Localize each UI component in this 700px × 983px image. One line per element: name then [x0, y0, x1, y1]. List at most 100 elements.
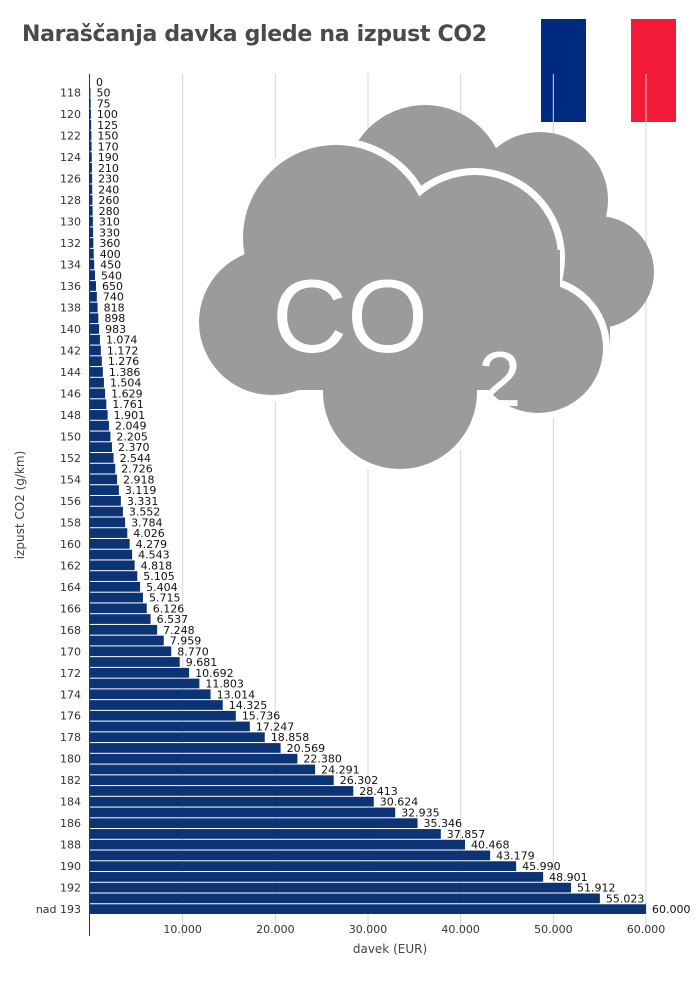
- bar: [90, 743, 281, 753]
- bar: [90, 485, 119, 495]
- bar-value-label: 818: [104, 301, 125, 314]
- bar: [90, 818, 418, 829]
- bar: [90, 667, 190, 678]
- bar: [90, 356, 102, 367]
- bar-value-label: 75: [97, 97, 111, 110]
- bar: [90, 442, 112, 453]
- bar: [90, 764, 316, 775]
- bar: [90, 678, 200, 689]
- bar-value-label: 2.049: [115, 420, 146, 433]
- bar-value-label: 1.172: [107, 344, 139, 357]
- bar: [90, 281, 97, 291]
- y-tick-label: 182: [60, 774, 81, 787]
- chart-title: Naraščanja davka glede na izpust CO2: [22, 22, 487, 47]
- y-tick-label: 122: [60, 130, 81, 143]
- bar: [90, 205, 93, 216]
- bar-value-label: 24.291: [321, 763, 360, 776]
- y-tick-label: 166: [60, 602, 81, 615]
- bar-value-label: 55.023: [606, 892, 645, 905]
- bar-value-label: 22.380: [303, 753, 342, 766]
- bar: [90, 775, 334, 786]
- y-tick-label: 148: [60, 409, 81, 422]
- x-tick-label: 60.000: [627, 923, 666, 936]
- y-tick-label: 126: [60, 173, 81, 186]
- bar-value-label: 983: [105, 323, 126, 336]
- bar-value-label: 210: [98, 162, 119, 175]
- y-tick-label: 118: [60, 87, 81, 100]
- bar: [90, 581, 141, 592]
- bar: [90, 496, 121, 506]
- bar: [90, 399, 107, 410]
- x-tick-label: 20.000: [256, 923, 295, 936]
- x-tick-label: 40.000: [441, 923, 480, 936]
- bar-value-label: 1.901: [114, 409, 145, 422]
- bar-value-label: 3.784: [131, 516, 163, 529]
- bar-value-label: 17.247: [256, 720, 295, 733]
- bar-value-label: 330: [99, 226, 120, 239]
- bar-value-label: 60.000: [652, 903, 691, 916]
- bar-value-label: 1.629: [111, 387, 143, 400]
- bar: [90, 109, 91, 119]
- bar: [90, 538, 130, 549]
- y-tick-label: 140: [60, 323, 81, 336]
- co2-subscript-text: 2: [478, 335, 521, 423]
- x-axis-title: davek (EUR): [353, 942, 427, 956]
- y-tick-label: 146: [60, 387, 81, 400]
- bar: [90, 829, 441, 839]
- bar-value-label: 5.105: [143, 570, 175, 583]
- bar-value-label: 0: [96, 76, 103, 89]
- france-flag-icon: [541, 19, 676, 122]
- bar-value-label: 5.715: [149, 592, 181, 605]
- y-tick-label: 144: [60, 366, 81, 379]
- bar-value-label: 37.857: [447, 828, 486, 841]
- bar: [90, 227, 94, 238]
- bar: [90, 657, 180, 667]
- y-tick-label: 176: [60, 710, 81, 723]
- bar-value-label: 1.074: [106, 334, 138, 347]
- bar: [90, 345, 101, 356]
- bar: [90, 410, 108, 420]
- bar: [90, 549, 133, 560]
- bar: [90, 872, 544, 882]
- bar: [90, 98, 91, 109]
- bar-value-label: 240: [98, 183, 119, 196]
- bar: [90, 882, 572, 893]
- bar: [90, 807, 396, 818]
- bar-value-label: 4.026: [133, 527, 165, 540]
- bar-value-label: 3.552: [129, 506, 161, 519]
- y-tick-label: 152: [60, 452, 81, 465]
- bar: [90, 893, 600, 904]
- bar: [90, 850, 491, 861]
- bar: [90, 302, 98, 313]
- y-tick-label: nad 193: [36, 903, 81, 916]
- bar-value-label: 9.681: [186, 656, 218, 669]
- y-tick-label: 192: [60, 882, 81, 895]
- bar-value-label: 10.692: [195, 667, 234, 680]
- bar-value-label: 26.302: [340, 774, 379, 787]
- x-tick-label: 10.000: [163, 923, 202, 936]
- bar-value-label: 14.325: [229, 699, 268, 712]
- bar-value-label: 4.279: [136, 538, 168, 551]
- y-tick-label: 158: [60, 516, 81, 529]
- bar-value-label: 7.248: [163, 624, 195, 637]
- y-tick-label: 124: [60, 151, 81, 164]
- bar-value-label: 400: [100, 248, 121, 261]
- bar: [90, 560, 135, 571]
- bar: [90, 119, 92, 130]
- bar-value-label: 15.736: [242, 710, 281, 723]
- bar-value-label: 4.818: [141, 559, 173, 572]
- bar-value-label: 13.014: [217, 688, 256, 701]
- bar-value-label: 30.624: [380, 796, 419, 809]
- bar-value-label: 28.413: [359, 785, 398, 798]
- co2-cloud-icon: CO 2: [192, 105, 654, 476]
- y-tick-label: 186: [60, 817, 81, 830]
- bar-value-label: 11.803: [205, 678, 244, 691]
- y-tick-label: 164: [60, 581, 81, 594]
- bar: [90, 839, 465, 850]
- y-tick-label: 174: [60, 688, 81, 701]
- bar-value-label: 260: [98, 194, 119, 207]
- bar: [90, 689, 211, 700]
- bar-value-label: 100: [97, 108, 118, 121]
- y-tick-label: 188: [60, 839, 81, 852]
- bar-value-label: 51.912: [577, 882, 616, 895]
